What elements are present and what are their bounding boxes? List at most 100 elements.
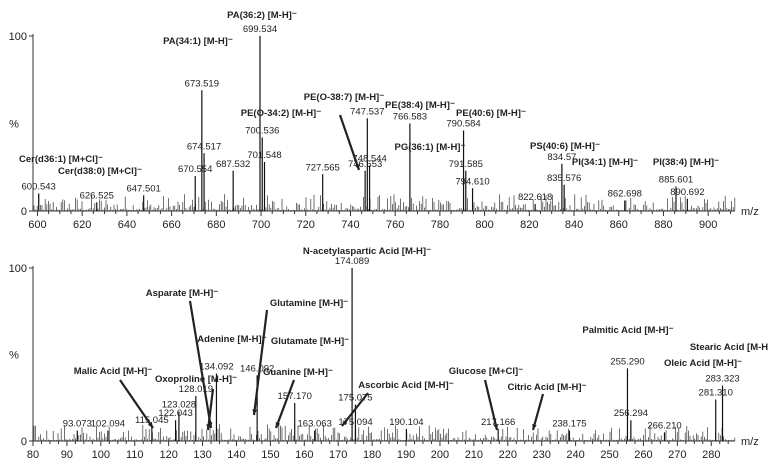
- annotation-arrow: [338, 114, 361, 171]
- annotation-arrow: [531, 393, 545, 431]
- compound-annotation: Guanine [M-H]⁻: [263, 367, 333, 378]
- annotation-arrow: [119, 379, 154, 429]
- peak-label: 115.045: [135, 415, 169, 426]
- peak-label: 890.692: [670, 187, 704, 198]
- peak-label: 600.543: [22, 182, 56, 193]
- compound-annotation: Asparate [M-H]⁻: [146, 288, 219, 299]
- x-tick-label: 150: [261, 449, 279, 461]
- compound-annotation: Ascorbic Acid [M-H]⁻: [358, 380, 453, 391]
- x-axis-label: m/z: [741, 206, 759, 218]
- x-tick-label: 140: [227, 449, 245, 461]
- peak-label: 102.094: [91, 419, 125, 430]
- x-tick-label: 170: [329, 449, 347, 461]
- x-tick-label: 160: [295, 449, 313, 461]
- x-tick-label: 230: [533, 449, 551, 461]
- annotation-arrow: [188, 300, 213, 429]
- peak-label: 862.698: [608, 189, 642, 200]
- peak-label: 747.537: [350, 106, 384, 117]
- noise-peaks: [33, 194, 736, 211]
- peak-label: 699.534: [243, 24, 277, 35]
- noise-peaks: [33, 424, 736, 441]
- peak-label: 93.073: [63, 419, 92, 430]
- compound-annotation: PI(34:1) [M-H]⁻: [572, 157, 638, 168]
- x-tick-label: 260: [634, 449, 652, 461]
- peak-label: 190.104: [389, 417, 423, 428]
- peak-label: 175.094: [338, 417, 372, 428]
- peak-label: 238.175: [552, 419, 586, 430]
- compound-annotation: PA(34:1) [M-H]⁻: [163, 36, 233, 47]
- x-tick-label: 620: [73, 219, 91, 231]
- compound-annotation: Cer(d36:1) [M+Cl]⁻: [19, 154, 103, 165]
- x-tick-label: 800: [475, 219, 493, 231]
- peak-label: 794.610: [455, 176, 489, 187]
- x-tick-label: 600: [28, 219, 46, 231]
- peak-label: 727.565: [305, 162, 339, 173]
- compound-annotation: Cer(d38:0) [M+Cl]⁻: [58, 166, 142, 177]
- x-tick-label: 680: [207, 219, 225, 231]
- peak-label: 163.063: [298, 419, 332, 430]
- x-tick-label: 120: [159, 449, 177, 461]
- x-tick-label: 200: [431, 449, 449, 461]
- x-tick-label: 240: [566, 449, 584, 461]
- x-tick-label: 90: [61, 449, 73, 461]
- x-tick-label: 860: [610, 219, 628, 231]
- compound-annotation: Glucose [M+Cl]⁻: [449, 366, 523, 377]
- compound-annotation: PE(O-38:7) [M-H]⁻: [304, 92, 385, 103]
- compound-annotation: Palmitic Acid [M-H]⁻: [582, 325, 673, 336]
- x-tick-label: 760: [386, 219, 404, 231]
- compound-annotation: PE(38:4) [M-H]⁻: [385, 100, 455, 111]
- x-tick-label: 880: [654, 219, 672, 231]
- x-tick-label: 210: [465, 449, 483, 461]
- peak-label: 283.323: [705, 374, 739, 385]
- peak-label: 670.554: [178, 164, 212, 175]
- compound-annotation: PI(38:4) [M-H]⁻: [653, 157, 719, 168]
- x-tick-label: 220: [499, 449, 517, 461]
- annotation-arrow: [206, 388, 215, 431]
- lower-spectrum-panel: 100 0% 80 90 100 110 120 130 140 150 160 170 180 190 2…: [9, 246, 769, 461]
- compound-annotation: N-acetylaspartic Acid [M-H]⁻: [303, 246, 431, 257]
- peak-label: 885.601: [659, 175, 693, 186]
- compound-annotation: PG(36:1) [M-H]⁻: [395, 142, 466, 153]
- x-tick-label: 110: [126, 449, 144, 461]
- peak-label: 134.092: [199, 362, 233, 373]
- x-tick-label: 780: [431, 219, 449, 231]
- peak-label: 266.210: [647, 420, 681, 431]
- arrow-head: [252, 409, 257, 415]
- x-tick-label: 270: [668, 449, 686, 461]
- x-tick-label: 180: [363, 449, 381, 461]
- peak-label: 626.525: [80, 190, 114, 201]
- peak-label: 834.57: [547, 152, 576, 163]
- y-tick-label: 0: [21, 206, 27, 218]
- compound-annotation: Glutamine [M-H]⁻: [270, 298, 348, 309]
- compound-annotation: Malic Acid [M-H]⁻: [74, 366, 153, 377]
- y-axis-label: %: [9, 350, 19, 362]
- peak-label: 687.532: [216, 159, 250, 170]
- arrow-head: [354, 164, 360, 170]
- peak-label: 175.075: [338, 393, 372, 404]
- x-axis-label: m/z: [741, 436, 759, 448]
- peak-label: 217.166: [481, 417, 515, 428]
- peak-label: 791.585: [449, 159, 483, 170]
- peak-label: 748.544: [352, 154, 386, 165]
- peak-label: 256.294: [614, 408, 648, 419]
- annotation-arrow: [274, 379, 296, 429]
- compound-annotation: Glutamate [M-H]⁻: [271, 336, 349, 347]
- peak-label: 746.553: [348, 159, 382, 170]
- peak-label: 128.019: [179, 384, 213, 395]
- x-tick-label: 190: [397, 449, 415, 461]
- compound-annotation: PS(40:6) [M-H]⁻: [530, 141, 600, 152]
- compound-annotation: PA(36:2) [M-H]⁻: [227, 10, 297, 21]
- peak-label: 157.170: [278, 391, 312, 402]
- x-tick-label: 900: [699, 219, 717, 231]
- peak-label: 790.584: [446, 119, 480, 130]
- peak-label: 674.517: [187, 141, 221, 152]
- x-tick-label: 100: [92, 449, 110, 461]
- arrow-head: [206, 424, 211, 430]
- compound-annotation: PE(40:6) [M-H]⁻: [456, 108, 526, 119]
- compound-annotation: Adenine [M-H]⁻: [197, 334, 266, 345]
- x-tick-label: 130: [193, 449, 211, 461]
- compound-annotation: Oxoproline [M-H]⁻: [155, 374, 237, 385]
- arrow-head: [147, 422, 153, 428]
- peak-label: 281.310: [699, 387, 733, 398]
